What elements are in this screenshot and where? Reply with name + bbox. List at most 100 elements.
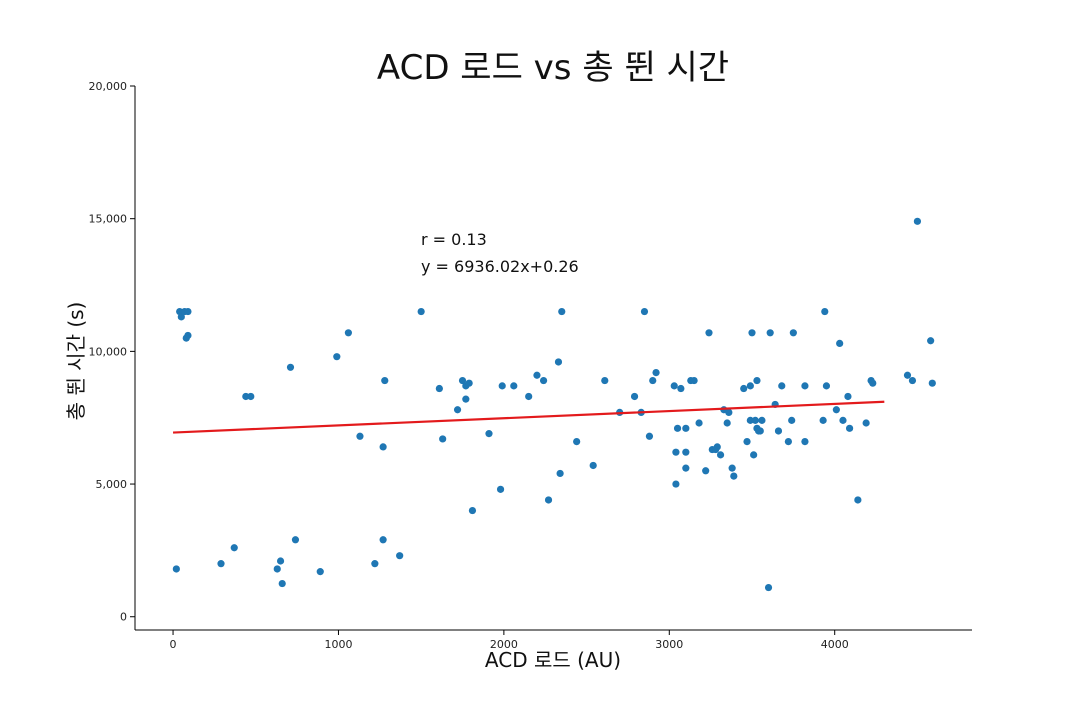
y-tick-label: 10,000 [89, 345, 128, 358]
data-point [533, 371, 541, 379]
data-point [278, 579, 286, 588]
data-point [601, 376, 609, 385]
data-point [682, 464, 690, 472]
data-point [844, 392, 852, 401]
data-point [316, 568, 324, 576]
data-point [458, 376, 467, 385]
data-point [184, 307, 192, 316]
x-tick-label: 2000 [490, 638, 518, 651]
axes [134, 86, 972, 631]
data-point [927, 337, 935, 345]
data-point [723, 419, 731, 427]
data-point [839, 416, 847, 424]
data-point [788, 416, 796, 424]
x-tick-label: 0 [170, 638, 177, 651]
y-axis-label: 총 뛴 시간 (s) [64, 302, 88, 421]
y-tick-label: 5,000 [96, 478, 128, 491]
data-point [695, 419, 703, 427]
data-point [672, 480, 680, 488]
data-point [778, 382, 786, 390]
data-point [743, 437, 751, 446]
data-point [539, 376, 548, 385]
data-point [396, 552, 404, 560]
x-tick-label: 4000 [821, 638, 849, 651]
data-point [652, 368, 660, 377]
data-point [845, 424, 854, 432]
data-point [764, 583, 773, 592]
data-point [649, 376, 657, 385]
data-point [381, 376, 389, 385]
y-tick-label: 15,000 [89, 213, 128, 226]
data-point [730, 472, 738, 480]
data-point [379, 443, 387, 451]
data-point [558, 307, 566, 316]
data-point [862, 419, 870, 427]
data-point [640, 307, 649, 316]
data-point [453, 406, 462, 414]
data-point [573, 437, 581, 446]
data-point [784, 437, 792, 446]
ticks: 0 1000 2000 3000 4000 0 5,000 10,000 15,000 20,00… [89, 80, 849, 651]
data-point [746, 416, 754, 424]
data-point [682, 448, 690, 456]
data-point [801, 437, 809, 446]
data-point [682, 424, 690, 432]
data-point [690, 376, 698, 385]
data-point [673, 424, 682, 432]
data-point [908, 376, 917, 385]
data-point [468, 506, 477, 515]
data-point [291, 536, 300, 544]
data-point [836, 339, 844, 348]
data-point [556, 469, 564, 478]
data-point [713, 443, 721, 451]
data-point [789, 329, 797, 337]
data-point [801, 382, 809, 390]
data-point [465, 379, 473, 387]
data-point [928, 379, 936, 387]
chart-title: ACD 로드 vs 총 뛴 시간 [377, 48, 729, 88]
data-point [182, 334, 190, 342]
correlation-annotation: r = 0.13 [421, 230, 487, 249]
data-point [913, 217, 922, 225]
annotations: r = 0.13 y = 6936.02x+0.26 [421, 230, 579, 276]
data-point [589, 461, 597, 470]
data-point [746, 382, 754, 390]
data-point [510, 382, 518, 390]
data-point [753, 376, 761, 385]
data-point [750, 451, 758, 459]
data-point [758, 416, 766, 424]
data-point [356, 432, 364, 440]
data-point [725, 408, 733, 416]
data-point [344, 329, 352, 337]
data-point [242, 392, 250, 401]
data-point [371, 560, 379, 568]
data-point [677, 384, 685, 393]
data-point [498, 382, 506, 390]
data-point [821, 307, 829, 316]
data-point [554, 358, 563, 366]
regression-equation-annotation: y = 6936.02x+0.26 [421, 257, 579, 276]
data-point [740, 384, 748, 393]
data-point [903, 371, 912, 379]
data-point [748, 329, 756, 337]
data-point [230, 544, 238, 552]
data-point [485, 430, 493, 438]
data-point [439, 435, 447, 443]
data-point [496, 485, 505, 493]
data-point [670, 382, 678, 390]
data-point [672, 448, 680, 456]
x-tick-label: 3000 [655, 638, 683, 651]
data-point [417, 307, 425, 316]
data-point [774, 427, 783, 435]
data-point [832, 406, 840, 414]
data-point [854, 496, 862, 504]
data-point [705, 329, 713, 337]
data-point [525, 392, 533, 401]
data-point [728, 464, 736, 472]
data-point [333, 353, 341, 361]
data-point [822, 382, 831, 390]
data-point [544, 496, 553, 504]
data-point [702, 467, 710, 475]
x-tick-label: 1000 [324, 638, 352, 651]
